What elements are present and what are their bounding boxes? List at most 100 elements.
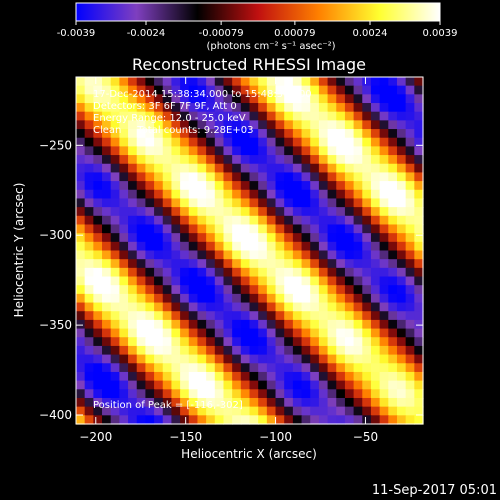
heatmap-cell (223, 215, 233, 226)
heatmap-cell (292, 267, 303, 278)
heatmap-cell (93, 85, 103, 95)
heatmap-cell (362, 85, 372, 95)
heatmap-cell (180, 406, 190, 416)
heatmap-cell (206, 354, 216, 364)
heatmap-cell (353, 319, 363, 330)
heatmap-cell (362, 129, 372, 139)
heatmap-cell (93, 77, 103, 87)
heatmap-cell (145, 163, 155, 174)
heatmap-cell (405, 120, 415, 130)
heatmap-cell (379, 85, 389, 95)
heatmap-cell (414, 120, 424, 130)
heatmap-cell (214, 103, 225, 113)
heatmap-cell (76, 181, 86, 191)
heatmap-cell (414, 198, 424, 208)
heatmap-cell (318, 389, 329, 399)
heatmap-cell (136, 120, 147, 130)
heatmap-cell (301, 181, 311, 191)
heatmap-cell (102, 337, 112, 347)
heatmap-cell (180, 224, 190, 234)
heatmap-cell (223, 380, 233, 390)
heatmap-cell (275, 302, 285, 312)
heatmap-cell (275, 267, 285, 278)
heatmap-cell (344, 103, 355, 113)
heatmap-cell (388, 181, 398, 191)
heatmap-cell (379, 94, 389, 104)
heatmap-cell (344, 345, 355, 356)
heatmap-cell (232, 311, 242, 321)
heatmap-cell (171, 293, 181, 304)
heatmap-cell (292, 397, 303, 408)
heatmap-cell (93, 224, 103, 234)
heatmap-cell (318, 293, 329, 304)
heatmap-cell (301, 111, 311, 121)
heatmap-cell (310, 415, 320, 425)
heatmap-cell (379, 389, 389, 399)
heatmap-cell (327, 371, 337, 382)
heatmap-cell (197, 215, 207, 226)
heatmap-cell (232, 77, 242, 87)
heatmap-cell (223, 163, 233, 174)
heatmap-cell (197, 354, 207, 364)
heatmap-cell (162, 285, 173, 295)
heatmap-cell (232, 337, 242, 347)
heatmap-cell (76, 172, 86, 182)
heatmap-cell (284, 94, 294, 104)
heatmap-cell (223, 345, 233, 356)
heatmap-cell (84, 137, 94, 148)
heatmap-cell (405, 415, 415, 425)
heatmap-cell (171, 276, 181, 286)
heatmap-cell (145, 172, 155, 182)
heatmap-cell (180, 172, 190, 182)
heatmap-cell (145, 137, 155, 148)
heatmap-cell (327, 415, 337, 425)
heatmap-cell (353, 85, 363, 95)
heatmap-cell (162, 259, 173, 269)
heatmap-cell (154, 155, 164, 165)
heatmap-cell (266, 389, 277, 399)
heatmap-cell (318, 77, 329, 87)
heatmap-cell (102, 163, 112, 174)
heatmap-cell (301, 241, 311, 252)
heatmap-cell (318, 207, 329, 217)
heatmap-cell (110, 146, 120, 156)
heatmap-cell (344, 129, 355, 139)
heatmap-cell (379, 77, 389, 87)
heatmap-cell (266, 328, 277, 338)
heatmap-cell (275, 241, 285, 252)
heatmap-cell (370, 337, 381, 347)
heatmap-cell (171, 233, 181, 243)
heatmap-cell (405, 111, 415, 121)
heatmap-cell (249, 241, 259, 252)
heatmap-cell (310, 250, 320, 260)
heatmap-cell (171, 85, 181, 95)
heatmap-cell (362, 233, 372, 243)
heatmap-cell (344, 285, 355, 295)
heatmap-cell (284, 163, 294, 174)
heatmap-cell (154, 146, 164, 156)
heatmap-cell (214, 250, 225, 260)
heatmap-cell (206, 120, 216, 130)
heatmap-cell (379, 302, 389, 312)
heatmap-cell (93, 406, 103, 416)
heatmap-cell (110, 276, 120, 286)
heatmap-cell (370, 415, 381, 425)
heatmap-cell (154, 345, 164, 356)
heatmap-cell (353, 189, 363, 200)
heatmap-cell (275, 293, 285, 304)
heatmap-cell (110, 302, 120, 312)
heatmap-cell (396, 319, 407, 330)
heatmap-cell (206, 259, 216, 269)
heatmap-cell (102, 406, 112, 416)
heatmap-cell (344, 94, 355, 104)
heatmap-cell (154, 85, 164, 95)
heatmap-cell (110, 224, 120, 234)
heatmap-cell (145, 224, 155, 234)
heatmap-cell (110, 397, 120, 408)
heatmap-cell (336, 328, 346, 338)
heatmap-cell (188, 345, 199, 356)
heatmap-cell (318, 129, 329, 139)
heatmap-cell (396, 415, 407, 425)
heatmap-cell (275, 363, 285, 373)
heatmap-cell (275, 172, 285, 182)
